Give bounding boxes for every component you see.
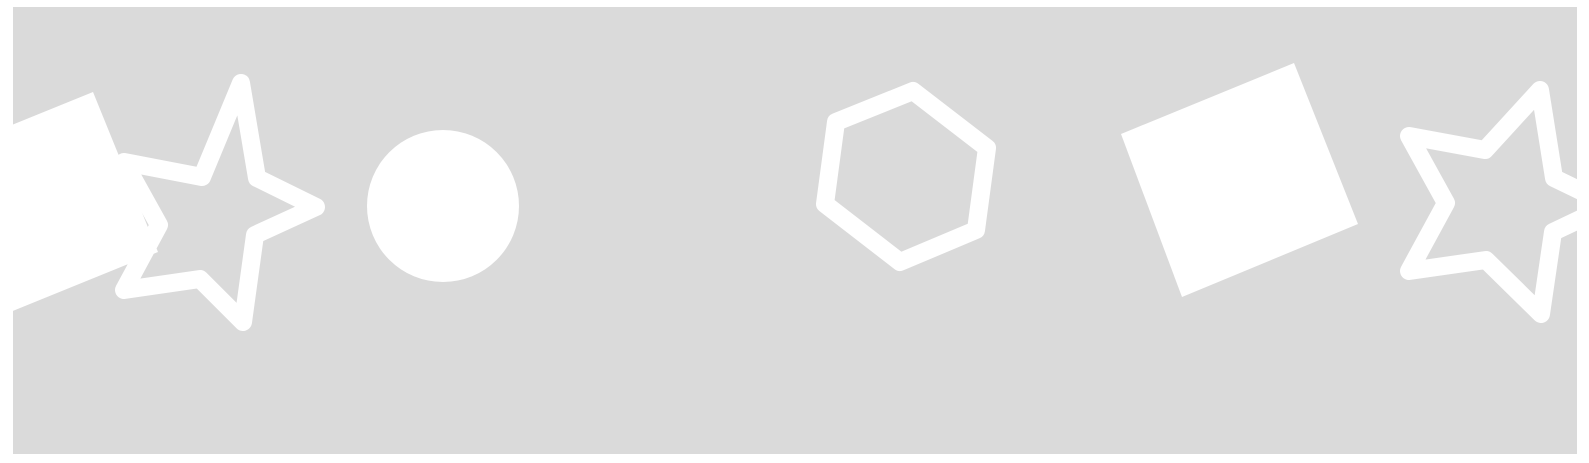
circle-shape <box>367 130 519 282</box>
star-outline-shape-right <box>1400 81 1577 323</box>
shape-strip <box>13 7 1577 454</box>
hexagon-outline-shape <box>816 82 996 271</box>
square-shape-left <box>13 92 158 311</box>
shape-canvas <box>13 7 1577 454</box>
square-shape-right <box>1121 63 1358 297</box>
star-outline-shape <box>115 74 325 331</box>
